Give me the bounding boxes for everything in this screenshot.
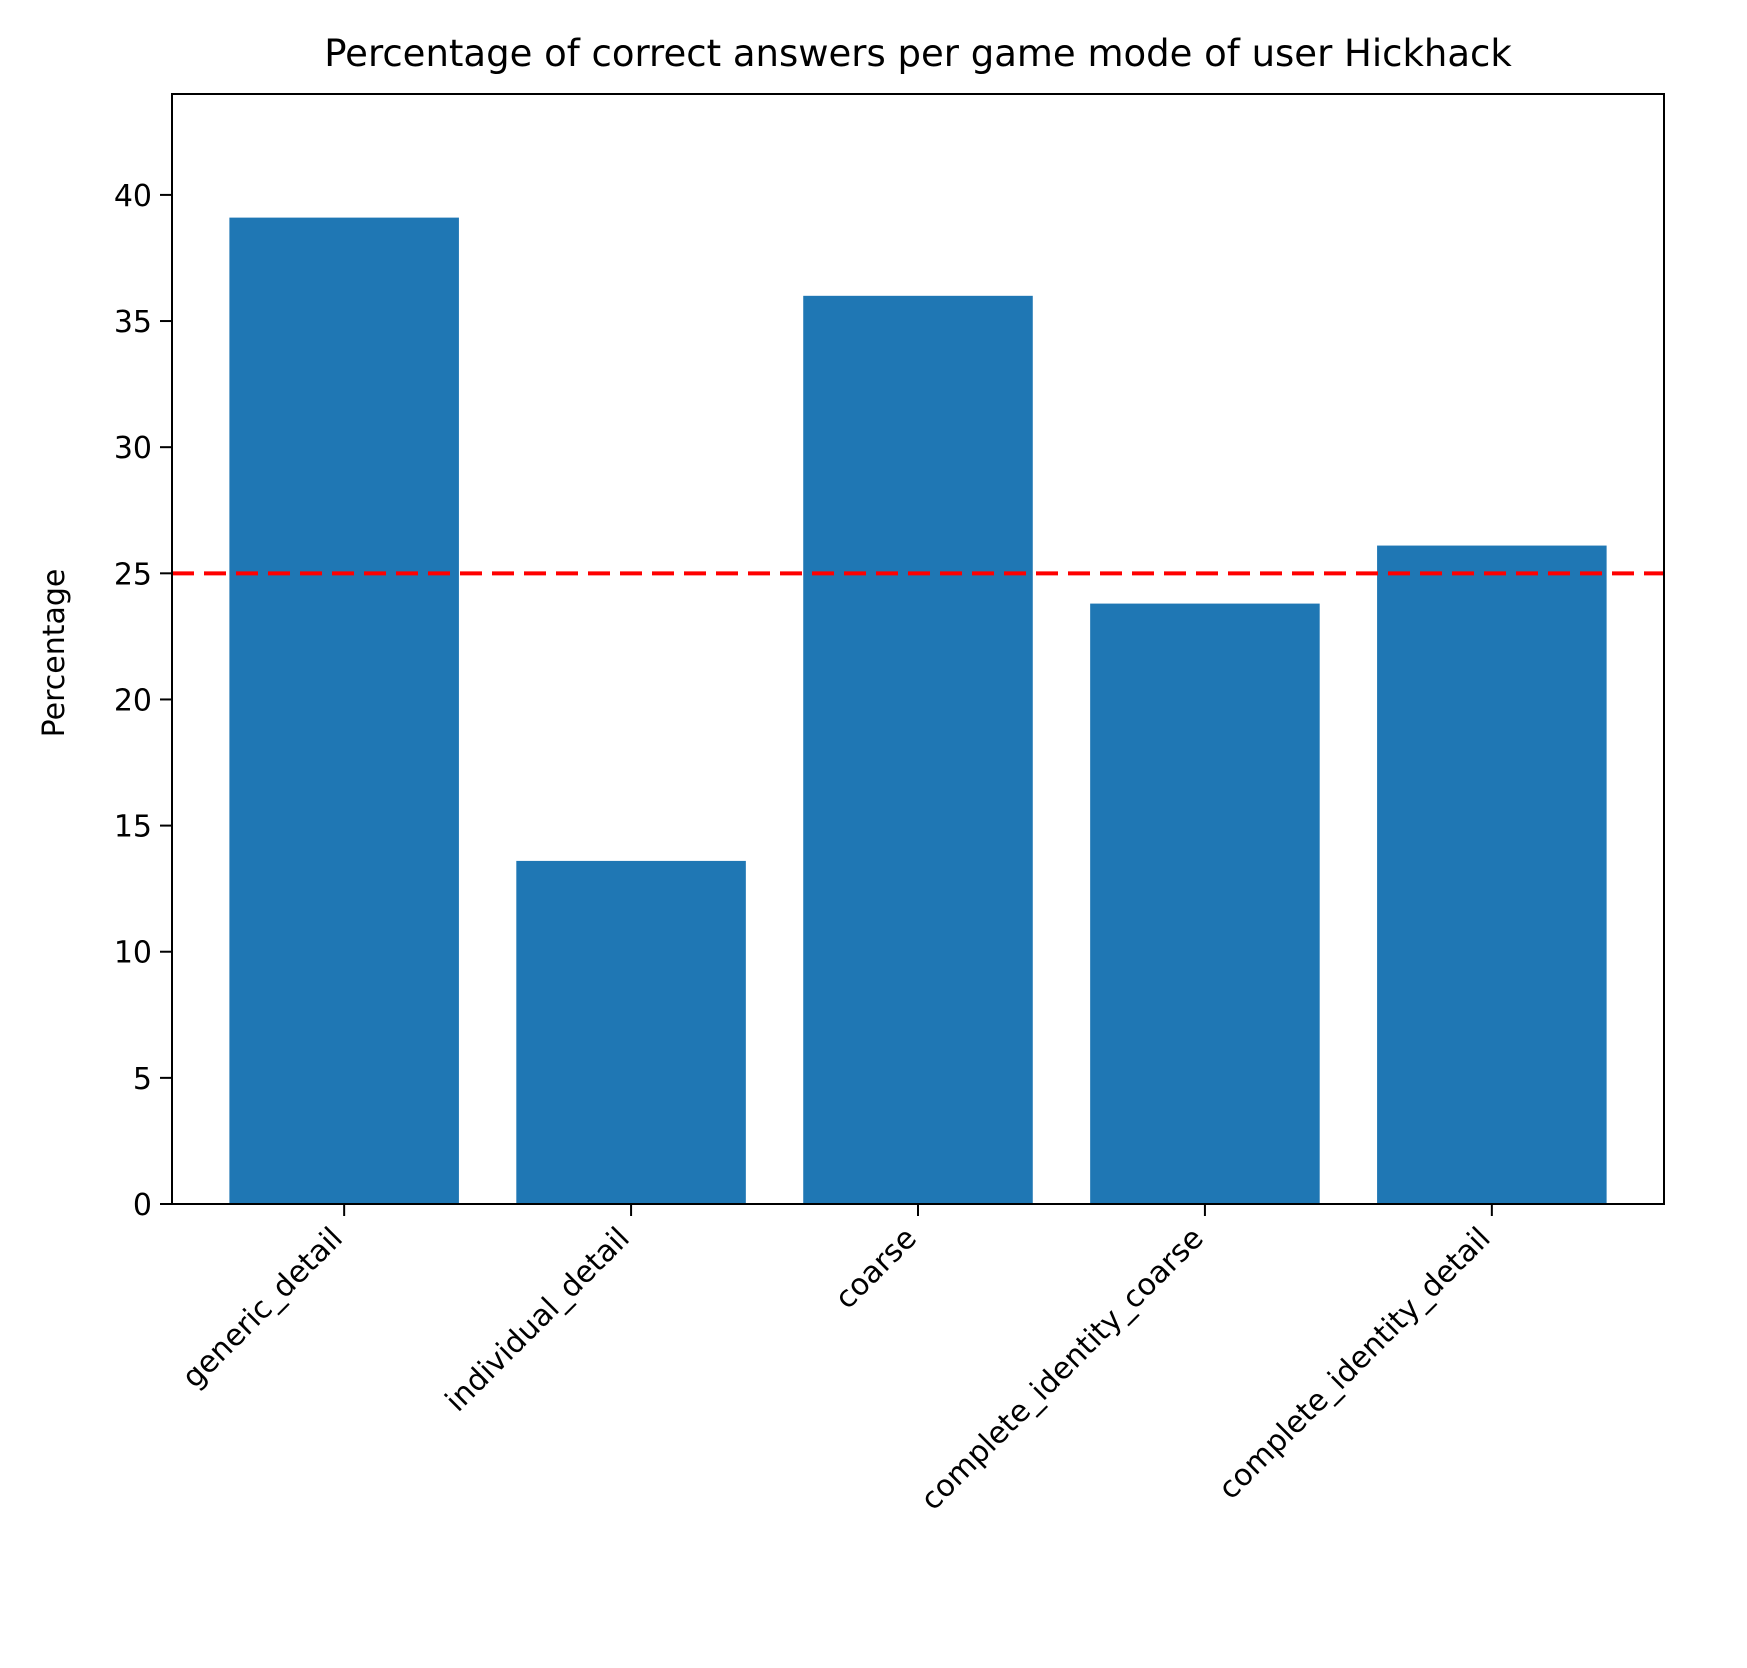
bar-generic_detail: [229, 217, 459, 1204]
y-tick-label: 25: [114, 557, 152, 592]
x-tick-label-complete_identity_detail: complete_identity_detail: [1212, 1221, 1498, 1507]
x-tick-label-generic_detail: generic_detail: [176, 1221, 350, 1395]
y-tick-label: 40: [114, 179, 152, 214]
x-axis-ticks: generic_detail individual_detail coarsecom…: [176, 1204, 1498, 1517]
x-tick-label-complete_identity_coarse: complete_identity_coarse: [914, 1221, 1210, 1517]
y-tick-label: 10: [114, 936, 152, 971]
y-tick-label: 0: [133, 1188, 152, 1223]
y-tick-label: 5: [133, 1062, 152, 1097]
y-tick-label: 30: [114, 431, 152, 466]
bar-complete_identity_detail: [1377, 545, 1607, 1204]
chart-title: Percentage of correct answers per game m…: [324, 32, 1512, 75]
bars-group: [229, 217, 1607, 1204]
y-tick-label: 20: [114, 683, 152, 718]
y-axis-ticks: 0 5 10 15 20 25 30 35 40: [114, 179, 172, 1223]
x-tick-label-individual_detail: individual_detail: [439, 1221, 637, 1419]
plot-frame: [171, 93, 1665, 1205]
bar-individual_detail: [516, 860, 746, 1204]
x-tick-label-coarse: coarse: [828, 1221, 923, 1316]
y-axis-label: Percentage: [37, 569, 72, 738]
y-tick-label: 15: [114, 810, 152, 845]
bar-complete_identity_coarse: [1090, 603, 1320, 1204]
bar-coarse: [803, 295, 1033, 1204]
y-tick-label: 35: [114, 305, 152, 340]
